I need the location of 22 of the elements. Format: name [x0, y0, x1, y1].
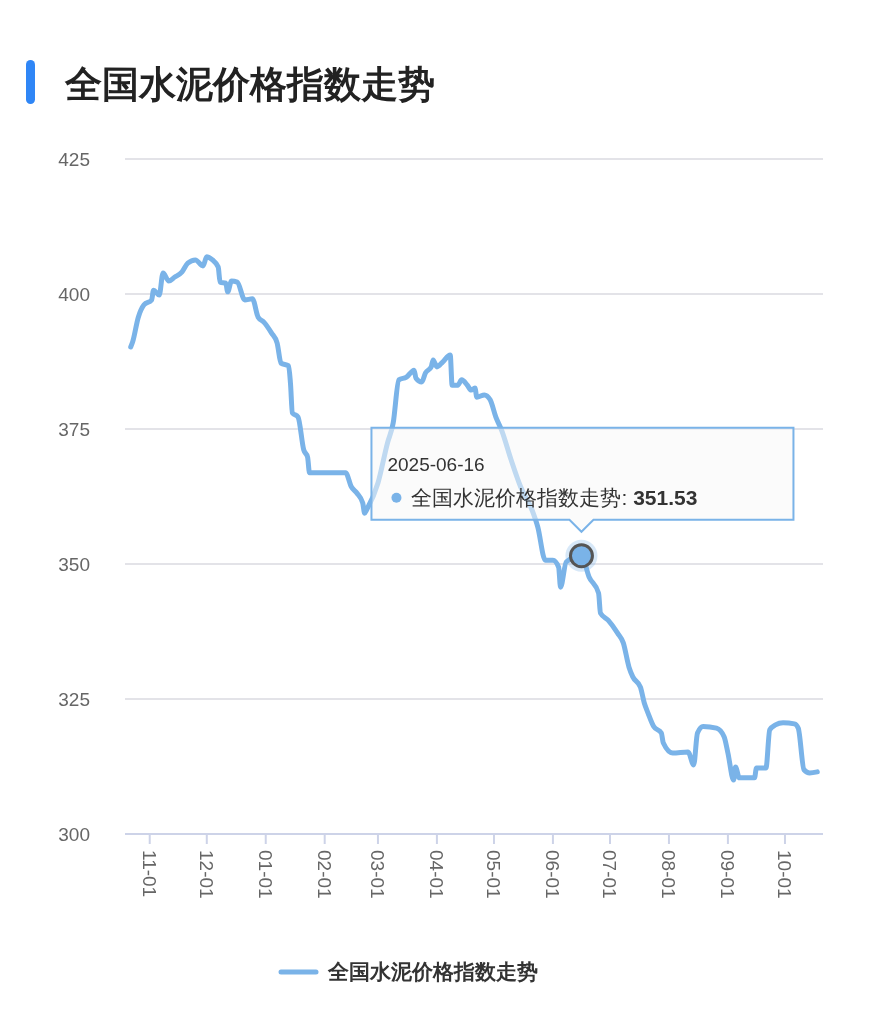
legend-label: 全国水泥价格指数走势	[327, 960, 538, 984]
x-tick-label: 12-01	[196, 850, 218, 899]
y-tick-label: 425	[58, 148, 90, 170]
x-tick-label: 04-01	[426, 850, 448, 899]
annotation: 全国水泥价格指数走势: 351.53	[411, 485, 698, 509]
x-tick-label: 07-01	[599, 850, 621, 899]
x-tick-label: 05-01	[483, 850, 505, 899]
x-tick-label: 08-01	[658, 850, 680, 899]
y-tick-label: 350	[58, 553, 90, 575]
x-tick-label: 10-01	[774, 850, 796, 899]
x-tick-label: 06-01	[542, 850, 564, 899]
y-tick-label: 400	[58, 283, 90, 305]
annotation: 2025-06-16	[387, 453, 485, 475]
y-tick-label: 325	[58, 688, 90, 710]
y-tick-label: 375	[58, 418, 90, 440]
chart-title: 全国水泥价格指数走势	[64, 64, 435, 105]
x-tick-label: 09-01	[717, 850, 739, 899]
x-tick-label: 11-01	[139, 850, 161, 898]
x-tick-label: 03-01	[367, 850, 389, 899]
x-tick-label: 01-01	[255, 850, 277, 899]
y-tick-label: 300	[58, 823, 90, 845]
x-tick-label: 02-01	[314, 850, 336, 899]
